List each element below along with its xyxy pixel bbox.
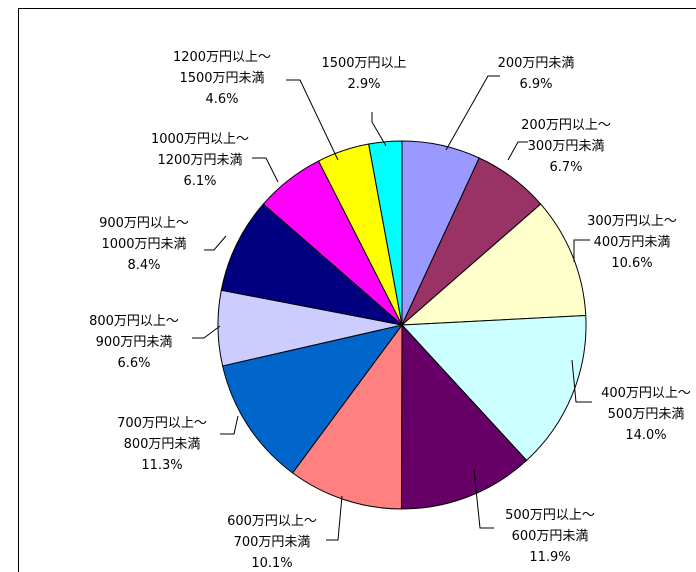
- pie-slice: [222, 324, 404, 474]
- slice-value-text: 6.1%: [183, 174, 216, 189]
- slice-category-text: 200万円未満: [498, 56, 575, 71]
- slice-label: 700万円以上～ 800万円未満 11.3%: [117, 416, 207, 473]
- leader-line: [473, 469, 494, 529]
- slice-category-text: 300万円以上～: [587, 214, 677, 229]
- slice-category-text: 900万円以上～: [99, 216, 189, 231]
- pie-slice: [291, 323, 403, 510]
- slice-value-text: 6.6%: [117, 356, 150, 371]
- leader-line: [252, 157, 279, 183]
- slice-category-text: 700万円以上～: [117, 416, 207, 431]
- slice-value-text: 10.6%: [611, 256, 652, 271]
- slice-value-text: 8.4%: [127, 258, 160, 273]
- slice-value-text: 11.3%: [141, 458, 182, 473]
- slice-category-text: 700万円未満: [234, 535, 311, 550]
- pie-slice: [400, 314, 587, 462]
- slice-value-text: 6.7%: [549, 160, 582, 175]
- slice-label: 1500万円以上 2.9%: [321, 56, 406, 92]
- leader-line: [507, 141, 528, 161]
- leader-line: [220, 415, 239, 435]
- pie-slice: [368, 140, 403, 326]
- slice-value-text: 11.9%: [529, 550, 570, 565]
- slice-category-text: 900万円未満: [96, 335, 173, 350]
- leader-lines: [192, 75, 592, 541]
- pie-slice: [400, 323, 528, 510]
- slice-value-text: 6.9%: [519, 77, 552, 92]
- slice-category-text: 800万円未満: [124, 437, 201, 452]
- slice-category-text: 200万円以上～: [521, 118, 611, 133]
- slice-label: 900万円以上～ 1000万円未満 8.4%: [99, 216, 189, 273]
- slice-label: 500万円以上～ 600万円未満 11.9%: [505, 508, 595, 565]
- pie-slice: [400, 203, 587, 326]
- slice-labels: 200万円未満 6.9% 200万円以上～ 300万円未満 6.7% 300万円以上～ 40…: [89, 50, 691, 571]
- slice-category-text: 600万円未満: [512, 529, 589, 544]
- slice-label: 200万円以上～ 300万円未満 6.7%: [521, 118, 611, 175]
- leader-line: [192, 325, 221, 339]
- slice-category-text: 400万円未満: [594, 235, 671, 250]
- leader-line: [445, 75, 500, 151]
- slice-value-text: 2.9%: [347, 77, 380, 92]
- leader-line: [371, 112, 387, 147]
- chart-frame: [18, 8, 696, 572]
- slice-category-text: 500万円未満: [608, 407, 685, 422]
- slice-category-text: 300万円未満: [528, 139, 605, 154]
- slice-category-text: 600万円以上～: [227, 514, 317, 529]
- slice-label: 1200万円以上～ 1500万円未満 4.6%: [173, 50, 271, 107]
- slice-label: 1000万円以上～ 1200万円未満 6.1%: [151, 132, 249, 189]
- slice-label: 300万円以上～ 400万円未満 10.6%: [587, 214, 677, 271]
- slice-label: 800万円以上～ 900万円未満 6.6%: [89, 314, 179, 371]
- pie-slice: [220, 203, 404, 326]
- slice-category-text: 1500万円以上: [321, 56, 406, 71]
- leader-line: [571, 359, 592, 403]
- slice-category-text: 1000万円以上～: [151, 132, 249, 147]
- slice-category-text: 500万円以上～: [505, 508, 595, 523]
- pie-slices: [217, 140, 587, 510]
- leader-line: [286, 79, 339, 161]
- slice-label: 200万円未満 6.9%: [498, 56, 575, 92]
- slice-category-text: 1500万円未満: [179, 71, 264, 86]
- slice-category-text: 1000万円未満: [101, 237, 186, 252]
- leader-line: [204, 235, 227, 251]
- slice-value-text: 14.0%: [625, 428, 666, 443]
- leader-line: [326, 495, 343, 541]
- slice-category-text: 800万円以上～: [89, 314, 179, 329]
- slice-label: 400万円以上～ 500万円未満 14.0%: [601, 386, 691, 443]
- slice-label: 600万円以上～ 700万円未満 10.1%: [227, 514, 317, 571]
- slice-value-text: 4.6%: [205, 92, 238, 107]
- slice-value-text: 10.1%: [251, 556, 292, 571]
- slice-category-text: 1200万円以上～: [173, 50, 271, 65]
- leader-line: [573, 239, 590, 262]
- slice-category-text: 400万円以上～: [601, 386, 691, 401]
- slice-category-text: 1200万円未満: [157, 153, 242, 168]
